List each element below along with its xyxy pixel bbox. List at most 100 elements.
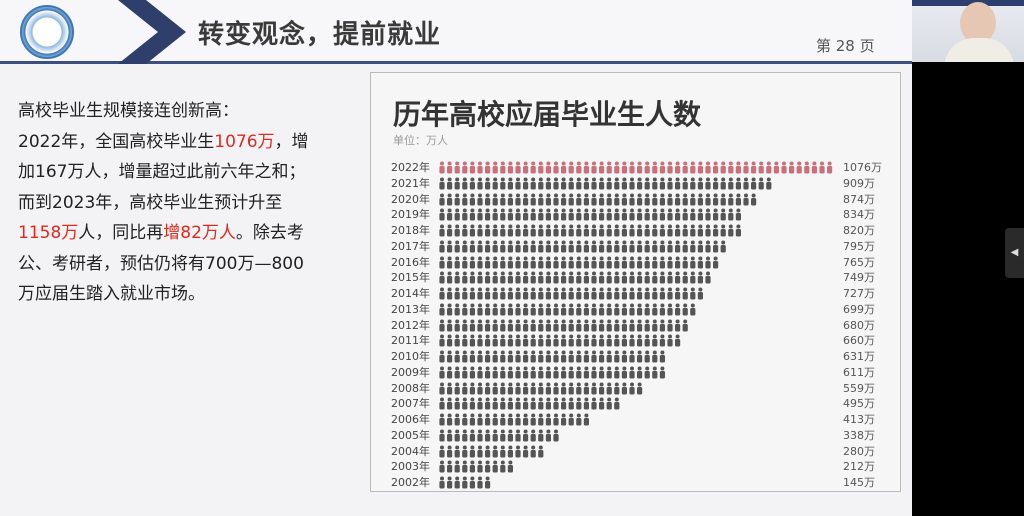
side-panel-toggle[interactable]: ◀ — [1005, 228, 1024, 278]
person-icon — [675, 224, 681, 237]
webcam-video[interactable] — [912, 0, 1024, 62]
person-icon — [530, 177, 536, 190]
person-icon — [538, 445, 544, 457]
person-icon — [561, 224, 567, 237]
person-icon — [477, 319, 483, 331]
person-icon — [515, 366, 521, 379]
person-icon — [439, 382, 445, 394]
person-icon — [545, 177, 551, 190]
person-icon — [637, 334, 643, 347]
value-label: 338万 — [843, 428, 875, 442]
chart-row: 2016年 765万 — [391, 255, 896, 270]
person-icon — [583, 256, 589, 268]
person-icon — [743, 161, 749, 174]
person-icon — [652, 208, 658, 221]
person-icon — [614, 397, 620, 410]
person-icon — [591, 208, 597, 221]
person-icon — [477, 413, 483, 426]
person-icon — [720, 224, 726, 237]
person-icon — [576, 287, 582, 300]
person-icon — [439, 334, 445, 347]
person-icon — [637, 208, 643, 221]
person-icon — [538, 319, 544, 331]
category-label: 2022年 — [391, 161, 430, 174]
person-icon — [530, 397, 536, 410]
highlight-text: 增82万人 — [163, 223, 236, 243]
person-icon-bar — [439, 429, 559, 442]
person-icon — [469, 460, 475, 473]
person-icon — [583, 193, 589, 205]
person-icon — [439, 413, 445, 426]
person-icon — [599, 240, 605, 253]
person-icon — [644, 366, 650, 379]
person-icon — [629, 271, 635, 284]
person-icon — [804, 161, 810, 174]
value-label: 874万 — [843, 192, 875, 206]
person-icon — [720, 161, 726, 174]
person-icon — [682, 319, 688, 331]
person-icon — [485, 303, 491, 316]
person-icon — [568, 271, 574, 284]
person-icon — [697, 193, 703, 205]
person-icon — [606, 271, 612, 284]
person-icon — [576, 193, 582, 205]
person-icon — [469, 397, 475, 410]
person-icon — [606, 350, 612, 363]
person-icon — [553, 413, 559, 426]
person-icon — [447, 271, 453, 284]
person-icon — [523, 334, 529, 347]
person-icon — [599, 366, 605, 379]
person-icon — [507, 224, 513, 237]
person-icon — [637, 319, 643, 331]
person-icon — [591, 256, 597, 268]
text-line: 万应届生踏入就业市场。 — [18, 284, 205, 304]
person-icon — [439, 476, 445, 489]
person-icon — [614, 161, 620, 174]
person-icon — [492, 445, 498, 457]
person-icon — [621, 161, 627, 174]
person-icon — [545, 271, 551, 284]
person-icon — [621, 208, 627, 221]
person-icon — [606, 240, 612, 253]
value-label: 765万 — [843, 255, 875, 269]
person-icon — [492, 460, 498, 473]
person-icon — [469, 366, 475, 379]
person-icon-bar — [439, 366, 665, 379]
person-icon — [621, 240, 627, 253]
person-icon — [591, 224, 597, 237]
value-label: 631万 — [843, 350, 875, 363]
person-icon — [652, 224, 658, 237]
person-icon — [469, 177, 475, 190]
person-icon — [667, 240, 673, 253]
person-icon — [614, 303, 620, 316]
person-icon — [454, 271, 460, 284]
person-icon — [439, 177, 445, 190]
value-label: 680万 — [843, 318, 875, 332]
person-icon — [652, 240, 658, 253]
person-icon — [454, 460, 460, 473]
category-label: 2020年 — [391, 192, 430, 206]
person-icon — [553, 319, 559, 331]
person-icon — [530, 193, 536, 205]
person-icon — [659, 366, 665, 379]
person-icon — [469, 161, 475, 174]
person-icon — [477, 460, 483, 473]
person-icon — [637, 240, 643, 253]
person-icon — [591, 350, 597, 363]
person-icon — [477, 240, 483, 253]
person-icon — [530, 303, 536, 316]
person-icon — [766, 161, 772, 174]
chart-title: 历年高校应届毕业生人数 — [393, 98, 702, 131]
person-icon — [583, 366, 589, 379]
person-icon — [553, 240, 559, 253]
person-icon — [477, 177, 483, 190]
person-icon — [507, 208, 513, 221]
person-icon — [485, 193, 491, 205]
text-line: 1158万人，同比再增82万人。除去考 — [18, 218, 358, 249]
person-icon — [462, 429, 468, 442]
person-icon — [469, 193, 475, 205]
person-icon — [485, 271, 491, 284]
person-icon — [523, 382, 529, 394]
person-icon — [675, 287, 681, 300]
person-icon — [606, 397, 612, 410]
